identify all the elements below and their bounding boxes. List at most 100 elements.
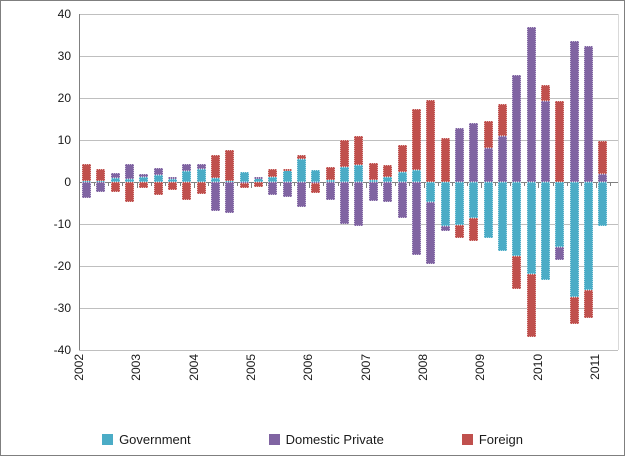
bar-segment-foreign (584, 290, 594, 318)
chart-legend: Government Domestic Private Foreign (1, 432, 624, 447)
gridline (79, 266, 618, 267)
x-axis-year-label: 2005 (244, 354, 259, 381)
category-tick (466, 182, 468, 186)
category-tick (280, 182, 282, 186)
category-tick (107, 182, 109, 186)
category-tick (567, 182, 569, 186)
category-tick (122, 182, 124, 186)
bar-segment-foreign (483, 121, 493, 148)
bar-segment-domestic-private (541, 100, 550, 182)
bar-segment-domestic-private (469, 122, 479, 182)
bar-segment-domestic-private (182, 164, 192, 172)
bar-segment-foreign (411, 108, 421, 171)
bar-segment-domestic-private (569, 41, 579, 182)
category-tick (481, 182, 482, 188)
bar-segment-domestic-private (397, 182, 407, 218)
bar-segment-foreign (124, 182, 134, 203)
x-axis-year-label: 2006 (301, 354, 316, 381)
bar-segment-domestic-private (81, 182, 91, 198)
bar-segment-government (182, 171, 192, 182)
bar-segment-foreign (526, 273, 536, 338)
category-tick (323, 182, 325, 186)
category-tick (524, 182, 526, 186)
legend-item-foreign: Foreign (461, 432, 523, 447)
bar-segment-foreign (210, 154, 220, 178)
legend-swatch-icon (102, 434, 114, 445)
bar-segment-domestic-private (225, 182, 235, 213)
bar-segment-foreign (340, 140, 350, 167)
gridline (79, 98, 618, 99)
category-tick (308, 182, 310, 188)
legend-label: Foreign (478, 432, 523, 447)
gridline (79, 56, 618, 57)
bar-segment-domestic-private (526, 26, 536, 182)
bar-segment-foreign (311, 182, 321, 193)
bar-segment-government (196, 169, 206, 182)
bar-segment-domestic-private (426, 202, 436, 264)
bar-segment-domestic-private (268, 182, 278, 196)
gridline (79, 308, 618, 309)
category-tick (581, 182, 583, 186)
category-tick (595, 182, 597, 188)
bar-segment-foreign (569, 297, 579, 325)
bar-segment-foreign (96, 169, 106, 181)
category-tick (610, 182, 612, 186)
bar-segment-government (167, 178, 177, 182)
bar-segment-foreign (598, 141, 608, 174)
bar-segment-foreign (325, 166, 335, 181)
y-axis-tick-label: 0 (64, 175, 71, 189)
bar-segment-government (598, 182, 608, 227)
x-axis-year-label: 2003 (129, 354, 144, 381)
y-axis-tick-label: 30 (57, 49, 71, 63)
x-axis-year-label: 2007 (358, 354, 373, 381)
category-tick (237, 182, 239, 186)
bar-segment-foreign (139, 182, 149, 189)
bar-segment-foreign (153, 182, 163, 195)
bar-segment-domestic-private (124, 163, 134, 179)
bar-segment-foreign (454, 224, 464, 239)
bar-segment-government (139, 176, 149, 182)
bar-segment-foreign (297, 154, 307, 159)
category-tick (495, 182, 497, 186)
bar-segment-domestic-private (196, 164, 206, 170)
legend-item-government: Government (102, 432, 191, 447)
y-axis-tick-label: 20 (57, 91, 71, 105)
bar-segment-domestic-private (555, 247, 565, 260)
y-axis-tick-label: 40 (57, 7, 71, 21)
bar-segment-domestic-private (383, 182, 393, 202)
bar-segment-government (311, 170, 321, 182)
category-tick (538, 182, 540, 188)
bar-segment-foreign (426, 100, 436, 182)
category-tick (394, 182, 396, 186)
bar-segment-government (454, 182, 464, 225)
category-tick (452, 182, 454, 186)
bar-segment-foreign (354, 136, 364, 166)
legend-swatch-icon (461, 434, 473, 445)
legend-item-domestic-private: Domestic Private (268, 432, 384, 447)
y-axis-tick-label: 10 (57, 133, 71, 147)
y-axis-tick-label: -40 (53, 343, 71, 357)
bar-segment-foreign (497, 104, 507, 136)
category-tick (294, 182, 296, 186)
gridline (79, 14, 618, 15)
bar-segment-domestic-private (440, 225, 450, 232)
bar-segment-foreign (440, 137, 450, 182)
bar-segment-domestic-private (110, 173, 120, 179)
bar-segment-government (469, 182, 479, 218)
bar-segment-government (397, 171, 407, 182)
category-tick (251, 182, 253, 188)
category-tick (552, 182, 554, 186)
bar-segment-domestic-private (497, 135, 507, 182)
category-tick (194, 182, 195, 188)
gridline (79, 224, 618, 225)
bar-segment-government (512, 182, 522, 257)
bar-segment-foreign (182, 182, 192, 201)
y-axis-tick-label: -30 (53, 301, 71, 315)
category-tick (265, 182, 267, 186)
category-tick (150, 182, 152, 186)
bar-segment-domestic-private (354, 182, 364, 227)
plot-right-border (618, 14, 619, 350)
bar-segment-foreign (555, 100, 565, 182)
bar-segment-domestic-private (254, 176, 263, 179)
